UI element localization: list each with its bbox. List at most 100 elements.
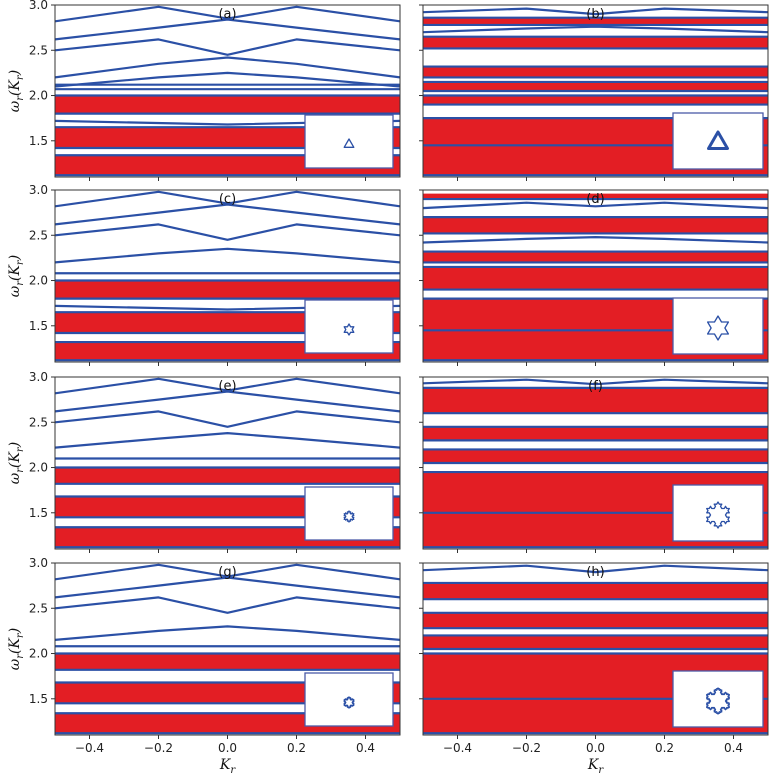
gap-band (423, 81, 768, 91)
dispersive-band-line (55, 223, 400, 241)
panel-label: (g) (218, 565, 236, 580)
y-axis-title-part: ) (7, 255, 23, 261)
dispersive-band-line (55, 625, 400, 641)
panel-d: (d) (419, 189, 769, 366)
koch-snowflake-icon (706, 501, 730, 529)
gap-band (423, 266, 768, 290)
gap-band (423, 635, 768, 649)
x-axis-title-main: K (219, 757, 232, 773)
gap-band (423, 426, 768, 441)
inset-e (304, 486, 394, 541)
y-axis-title-part: r (15, 446, 26, 452)
panel-label: (a) (218, 7, 236, 22)
gap-band (423, 449, 768, 463)
dispersive-band-line (55, 596, 400, 614)
inset-frame (672, 670, 764, 728)
y-axis-title-part: r (15, 95, 26, 101)
gap-band (423, 387, 768, 414)
x-axis-title-sub: r (598, 765, 604, 776)
y-axis-title-part: r (15, 467, 26, 473)
y-axis-title-part: ( (7, 90, 23, 96)
x-tick-label: 0.4 (356, 741, 375, 755)
gap-band (423, 36, 768, 49)
dispersive-band-line (55, 38, 400, 56)
y-axis-title: ωr(Kr) (7, 442, 26, 484)
inset-g (304, 672, 394, 727)
dispersive-band-line (55, 432, 400, 449)
inset-frame (304, 114, 394, 169)
gap-band (423, 193, 768, 200)
panel-b: (b) (419, 4, 769, 181)
panel-f: (f) (419, 376, 769, 553)
dispersive-band-line (423, 564, 768, 574)
x-tick-label: 0.0 (586, 741, 605, 755)
y-axis-title-part: ) (7, 442, 23, 448)
y-tick-label: 2.0 (29, 461, 48, 475)
x-tick-label: 0.4 (724, 741, 743, 755)
y-axis-title-part: ω (7, 100, 23, 112)
y-axis-title-part: r (15, 653, 26, 659)
x-axis-title: Kr (587, 757, 604, 776)
y-tick-label: 2.5 (29, 415, 48, 429)
y-axis-title-part: ) (7, 70, 23, 76)
y-axis-title-part: r (15, 280, 26, 286)
koch-snowflake-icon (706, 315, 730, 341)
y-axis-title-part: ( (7, 648, 23, 654)
x-tick-label: 0.2 (287, 741, 306, 755)
dispersive-band-line (55, 203, 400, 226)
y-axis-title-part: K (7, 79, 23, 92)
y-axis-title: ωr(Kr) (7, 255, 26, 297)
plot-area (55, 5, 400, 177)
dispersive-band-line (55, 390, 400, 413)
y-tick-label: 1.5 (29, 319, 48, 333)
x-tick-label: −0.4 (75, 741, 104, 755)
panel-label: (h) (586, 565, 604, 580)
y-axis-title-part: r (15, 259, 26, 265)
inset-frame (304, 299, 394, 354)
y-axis-title-part: r (15, 74, 26, 80)
plot-area (55, 563, 400, 735)
dispersive-band-line (55, 18, 400, 41)
y-tick-label: 3.0 (29, 0, 48, 12)
panel-a: (a)1.52.02.53.0ωr(Kr) (7, 0, 401, 181)
dispersive-band-line (55, 247, 400, 264)
y-tick-label: 3.0 (29, 183, 48, 197)
y-tick-label: 3.0 (29, 370, 48, 384)
y-axis-title-part: ω (7, 658, 23, 670)
koch-snowflake-icon (343, 696, 355, 709)
inset-frame (672, 484, 764, 542)
y-axis-title-part: r (15, 632, 26, 638)
y-axis-title: ωr(Kr) (7, 70, 26, 112)
y-tick-label: 2.0 (29, 89, 48, 103)
y-axis-title-part: ) (7, 628, 23, 634)
gap-band (423, 95, 768, 105)
panel-label: (e) (218, 379, 236, 394)
inset-frame (304, 486, 394, 541)
gap-band (423, 17, 768, 25)
panel-c: (c)1.52.02.53.0ωr(Kr) (7, 183, 401, 366)
panel-label: (c) (219, 192, 236, 207)
dispersive-band-line (423, 236, 768, 244)
inset-a (304, 114, 394, 169)
gap-band (423, 612, 768, 629)
y-axis-title-part: ω (7, 472, 23, 484)
y-axis-title-part: ω (7, 285, 23, 297)
y-axis-title-part: ( (7, 275, 23, 281)
y-tick-label: 3.0 (29, 556, 48, 570)
inset-h (672, 670, 764, 728)
inset-frame (304, 672, 394, 727)
panel-g: (g)1.52.02.53.0−0.4 −0.2 0.0 0.2 0.4ωr(Kr)Kr (7, 556, 401, 776)
y-axis-title-part: K (7, 637, 23, 650)
panel-label: (b) (586, 7, 604, 22)
panel-label: (d) (586, 192, 604, 207)
y-axis-title-part: ( (7, 462, 23, 468)
x-tick-label: −0.4 (443, 741, 472, 755)
triangle-icon (707, 130, 729, 150)
koch-snowflake-icon (343, 323, 355, 336)
dispersive-band-line (55, 56, 400, 79)
x-axis-title: Kr (219, 757, 236, 776)
y-tick-label: 2.5 (29, 601, 48, 615)
x-axis-title-sub: r (230, 765, 236, 776)
dispersive-band-line (423, 201, 768, 210)
x-tick-label: −0.2 (512, 741, 541, 755)
